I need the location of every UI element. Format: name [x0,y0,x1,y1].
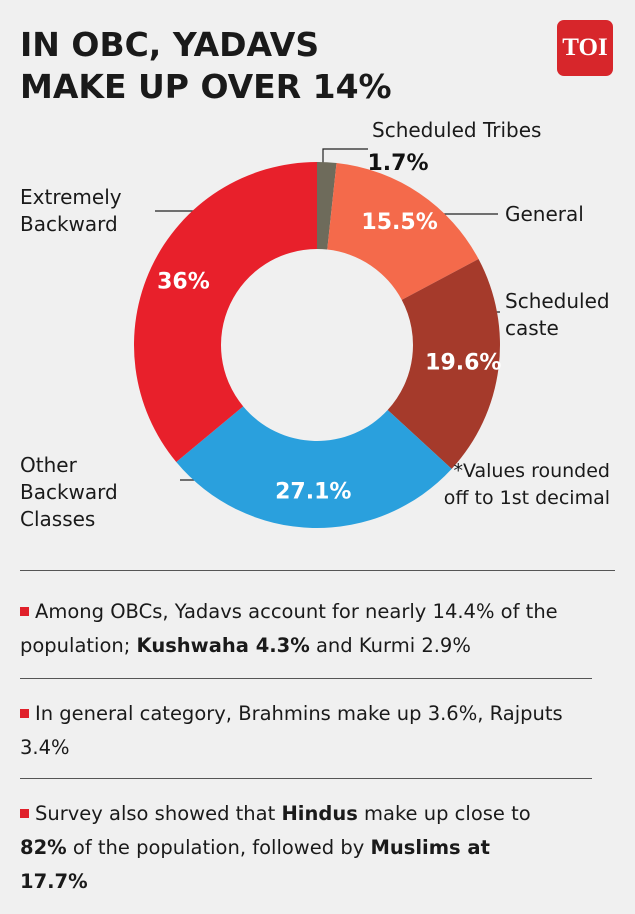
divider [20,570,615,571]
category-label: General [505,202,584,226]
note: Survey also showed that Hindus make up c… [20,797,540,899]
chart-title: IN OBC, YADAVS MAKE UP OVER 14% [20,25,392,106]
note-bold: Hindus [281,802,358,825]
donut-slice [134,162,317,462]
category-label: Scheduled Tribes [372,118,542,142]
note-text: make up close to [357,802,531,825]
note-bold: Kushwaha 4.3% [136,634,310,657]
annotation: *Values rounded off to 1st decimal [443,460,610,509]
divider [20,778,592,779]
note-text: In general category, Brahmins make up 3.… [20,702,563,759]
value-label: 27.1% [275,479,351,504]
note-text: and Kurmi 2.9% [309,634,471,657]
category-label: Scheduled caste [505,289,610,340]
note: In general category, Brahmins make up 3.… [20,697,580,765]
bullet [20,607,29,616]
value-label: 19.6% [425,351,501,376]
donut-slice [317,162,337,250]
value-label: 1.7% [367,151,428,176]
value-label: 36% [157,269,210,294]
donut-slice [176,406,452,528]
donut-slice [387,259,501,469]
bullet [20,809,29,818]
value-label: 15.5% [361,210,437,235]
category-label: Other Backward Classes [20,453,118,531]
note: Among OBCs, Yadavs account for nearly 14… [20,595,600,663]
note-text: of the population, followed by [66,836,371,859]
note-text: Survey also showed that [35,802,282,825]
logo: TOI [557,20,613,76]
divider [20,678,592,679]
note-text: Among OBCs, Yadavs account for nearly 14… [20,600,558,657]
bullet [20,709,29,718]
category-label: Extremely Backward [20,185,122,236]
donut-chart: 1.7% 15.5% 19.6% 27.1% 36% [134,148,501,528]
note-bold: Muslims at 17.7% [20,836,490,893]
note-bold: 82% [20,836,67,859]
donut-slice [327,163,479,300]
